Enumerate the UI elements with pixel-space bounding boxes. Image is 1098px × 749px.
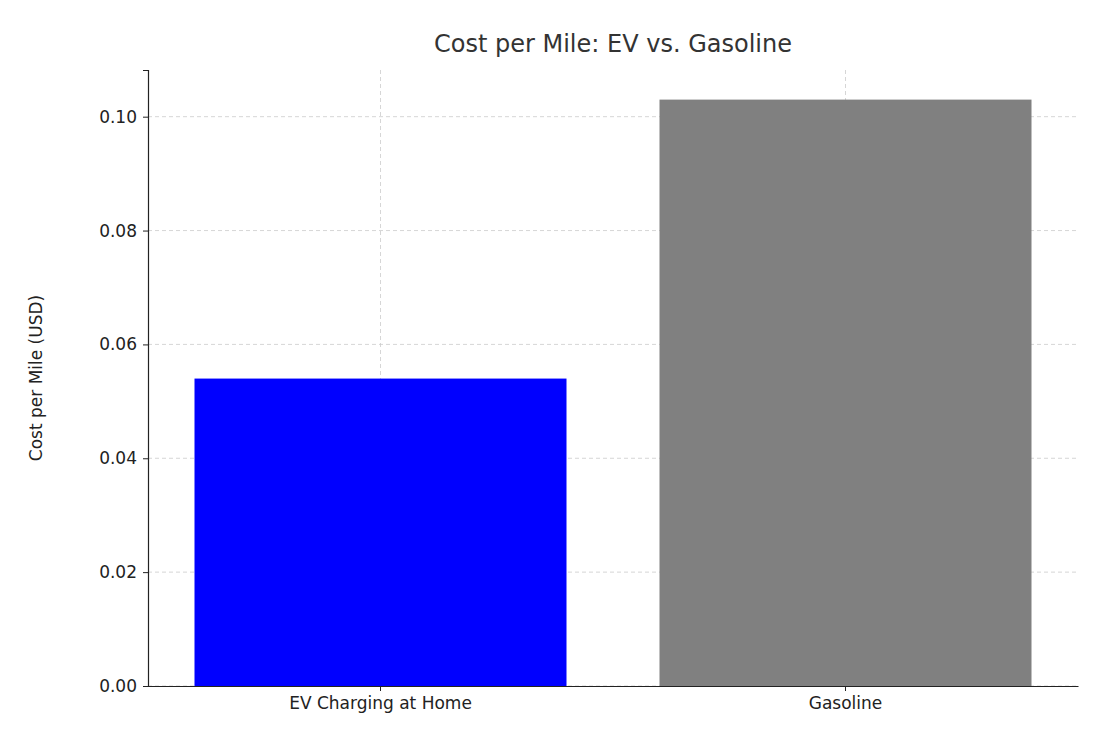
tick: 0.06 <box>99 334 148 354</box>
tick-label: EV Charging at Home <box>289 693 472 713</box>
tick-label: 0.04 <box>99 448 137 468</box>
tick: 0.00 <box>99 676 148 696</box>
tick-label: 0.06 <box>99 334 137 354</box>
bar <box>660 100 1032 686</box>
bar <box>195 379 567 686</box>
bars <box>195 100 1032 686</box>
tick: Gasoline <box>809 686 883 713</box>
tick: 0.10 <box>99 107 148 127</box>
plot: 0.00 0.02 0.04 0.06 0.08 0.10 EV Charging at H… <box>99 70 1078 713</box>
grid <box>148 70 1078 686</box>
y-axis: 0.00 0.02 0.04 0.06 0.08 0.10 <box>99 71 148 696</box>
tick: 0.08 <box>99 220 148 240</box>
tick-mark <box>143 117 148 118</box>
tick-mark <box>845 686 846 691</box>
tick: 0.02 <box>99 562 148 582</box>
tick-mark <box>380 686 381 691</box>
tick-mark <box>143 458 148 459</box>
tick-label: 0.08 <box>99 220 137 240</box>
tick-label: 0.02 <box>99 562 137 582</box>
tick-mark <box>143 572 148 573</box>
tick-label: Gasoline <box>809 693 883 713</box>
tick-mark <box>143 231 148 232</box>
tick: EV Charging at Home <box>289 686 472 713</box>
axis-line <box>143 71 149 687</box>
tick-label: 0.00 <box>99 676 137 696</box>
tick: 0.04 <box>99 448 148 468</box>
y-axis-title: Cost per Mile (USD) <box>26 295 46 461</box>
x-axis: EV Charging at Home Gasoline <box>149 686 1079 713</box>
tick-mark <box>143 686 148 687</box>
chart: 0.00 0.02 0.04 0.06 0.08 0.10 EV Charging at H… <box>0 0 1098 749</box>
tick-label: 0.10 <box>99 107 137 127</box>
axis-line <box>149 686 1079 687</box>
tick-mark <box>143 344 148 345</box>
title: Cost per Mile: EV vs. Gasoline <box>434 30 792 58</box>
